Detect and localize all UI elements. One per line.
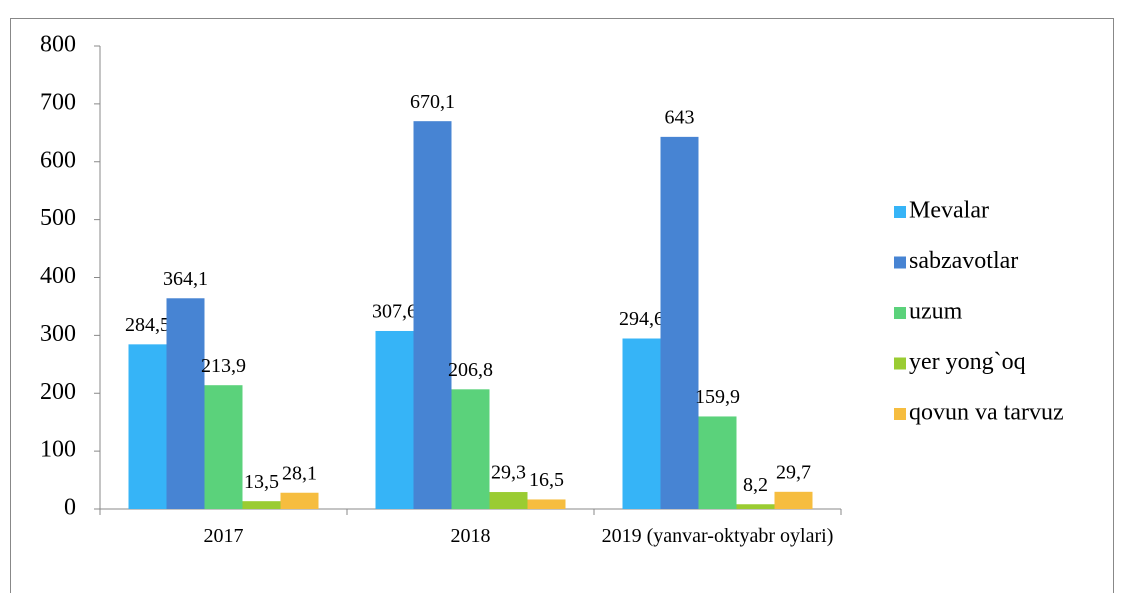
legend-label: sabzavotlar <box>909 248 1018 274</box>
bar <box>489 492 528 509</box>
y-tick-label: 0 <box>64 495 76 521</box>
value-label: 29,3 <box>491 462 526 484</box>
y-tick-label: 500 <box>40 205 76 231</box>
chart-frame <box>10 18 1114 593</box>
x-tick-label: 2019 (yanvar-oktyabr oylari) <box>601 525 834 547</box>
value-label: 8,2 <box>743 474 768 496</box>
bar <box>660 136 699 509</box>
value-label: 364,1 <box>163 268 208 290</box>
value-label: 13,5 <box>244 471 279 493</box>
legend-label: uzum <box>909 299 963 325</box>
bar <box>774 491 813 509</box>
x-tick-label: 2018 <box>450 525 491 547</box>
y-tick-label: 100 <box>40 437 76 463</box>
bar <box>736 504 775 509</box>
bar <box>527 499 566 509</box>
value-label: 29,7 <box>776 461 811 483</box>
legend-swatch <box>894 256 906 269</box>
bar <box>166 298 205 509</box>
y-tick-label: 200 <box>40 379 76 405</box>
legend-label: yer yong`oq <box>909 349 1026 375</box>
x-tick-label: 2017 <box>203 525 244 547</box>
bar <box>413 121 452 509</box>
value-label: 159,9 <box>695 386 740 408</box>
bar <box>375 330 414 509</box>
value-label: 307,6 <box>372 301 417 323</box>
bar <box>451 389 490 509</box>
value-label: 28,1 <box>282 462 317 484</box>
legend-label: Mevalar <box>909 198 989 224</box>
value-label: 643 <box>665 106 695 128</box>
bar <box>698 416 737 509</box>
bar <box>204 385 243 509</box>
value-label: 16,5 <box>529 469 564 491</box>
legend-label: qovun va tarvuz <box>909 400 1064 426</box>
y-tick-label: 800 <box>40 32 76 58</box>
y-tick-label: 400 <box>40 263 76 289</box>
legend-swatch <box>894 408 906 420</box>
legend-swatch <box>894 307 906 319</box>
bar <box>128 344 167 509</box>
legend-swatch <box>894 206 906 218</box>
value-label: 294,6 <box>619 308 664 330</box>
bar <box>622 338 661 509</box>
value-label: 284,5 <box>125 314 170 336</box>
y-tick-label: 700 <box>40 89 76 115</box>
y-tick-label: 300 <box>40 321 76 347</box>
bar <box>280 492 319 509</box>
value-label: 213,9 <box>201 355 246 377</box>
y-tick-label: 600 <box>40 147 76 173</box>
legend-swatch <box>894 357 906 370</box>
value-label: 206,8 <box>448 359 493 381</box>
bar <box>242 501 281 509</box>
value-label: 670,1 <box>410 91 455 113</box>
